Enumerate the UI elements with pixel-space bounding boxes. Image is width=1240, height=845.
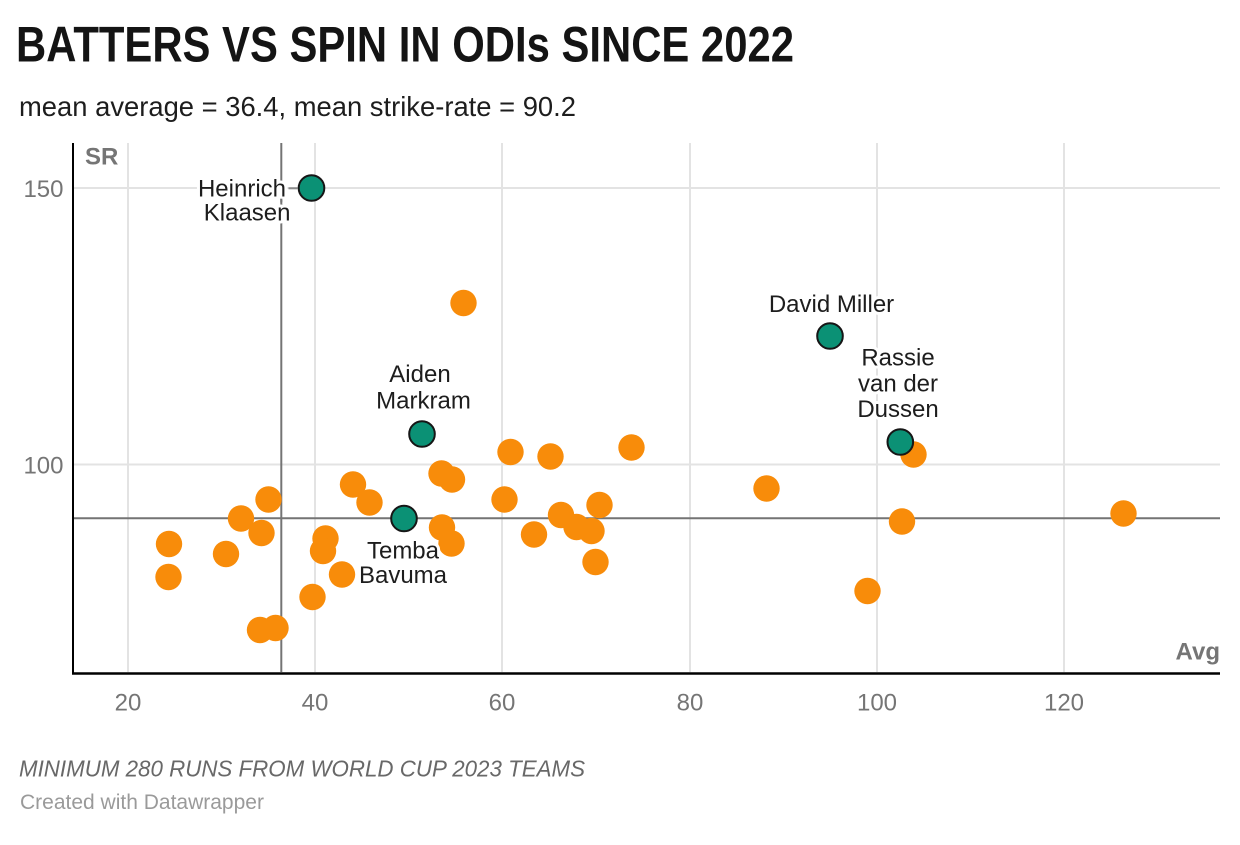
svg-text:20: 20 (115, 690, 142, 717)
svg-text:MINIMUM 280 RUNS FROM WORLD CU: MINIMUM 280 RUNS FROM WORLD CUP 2023 TEA… (19, 756, 586, 782)
svg-text:Rassie: Rassie (861, 345, 934, 372)
svg-text:Aiden: Aiden (389, 361, 450, 388)
svg-text:SR: SR (85, 144, 118, 171)
svg-text:David Miller: David Miller (769, 291, 894, 318)
svg-text:120: 120 (1044, 690, 1084, 717)
svg-text:40: 40 (302, 690, 329, 717)
svg-text:Temba: Temba (367, 538, 440, 565)
svg-text:BATTERS VS SPIN IN ODIs SINCE: BATTERS VS SPIN IN ODIs SINCE 2022 (16, 17, 794, 73)
svg-text:100: 100 (23, 453, 63, 480)
svg-text:80: 80 (677, 690, 704, 717)
svg-text:Created with Datawrapper: Created with Datawrapper (20, 791, 264, 814)
svg-text:100: 100 (857, 690, 897, 717)
svg-text:Dussen: Dussen (857, 396, 938, 423)
svg-text:mean average = 36.4, mean stri: mean average = 36.4, mean strike-rate = … (19, 91, 576, 122)
svg-text:Markram: Markram (376, 388, 471, 415)
svg-text:van der: van der (858, 370, 938, 397)
svg-text:150: 150 (23, 176, 63, 203)
svg-text:Klaasen: Klaasen (204, 200, 291, 227)
svg-text:Avg: Avg (1176, 639, 1220, 666)
svg-text:60: 60 (489, 690, 516, 717)
svg-text:Heinrich: Heinrich (198, 175, 286, 202)
svg-text:Bavuma: Bavuma (359, 562, 448, 589)
